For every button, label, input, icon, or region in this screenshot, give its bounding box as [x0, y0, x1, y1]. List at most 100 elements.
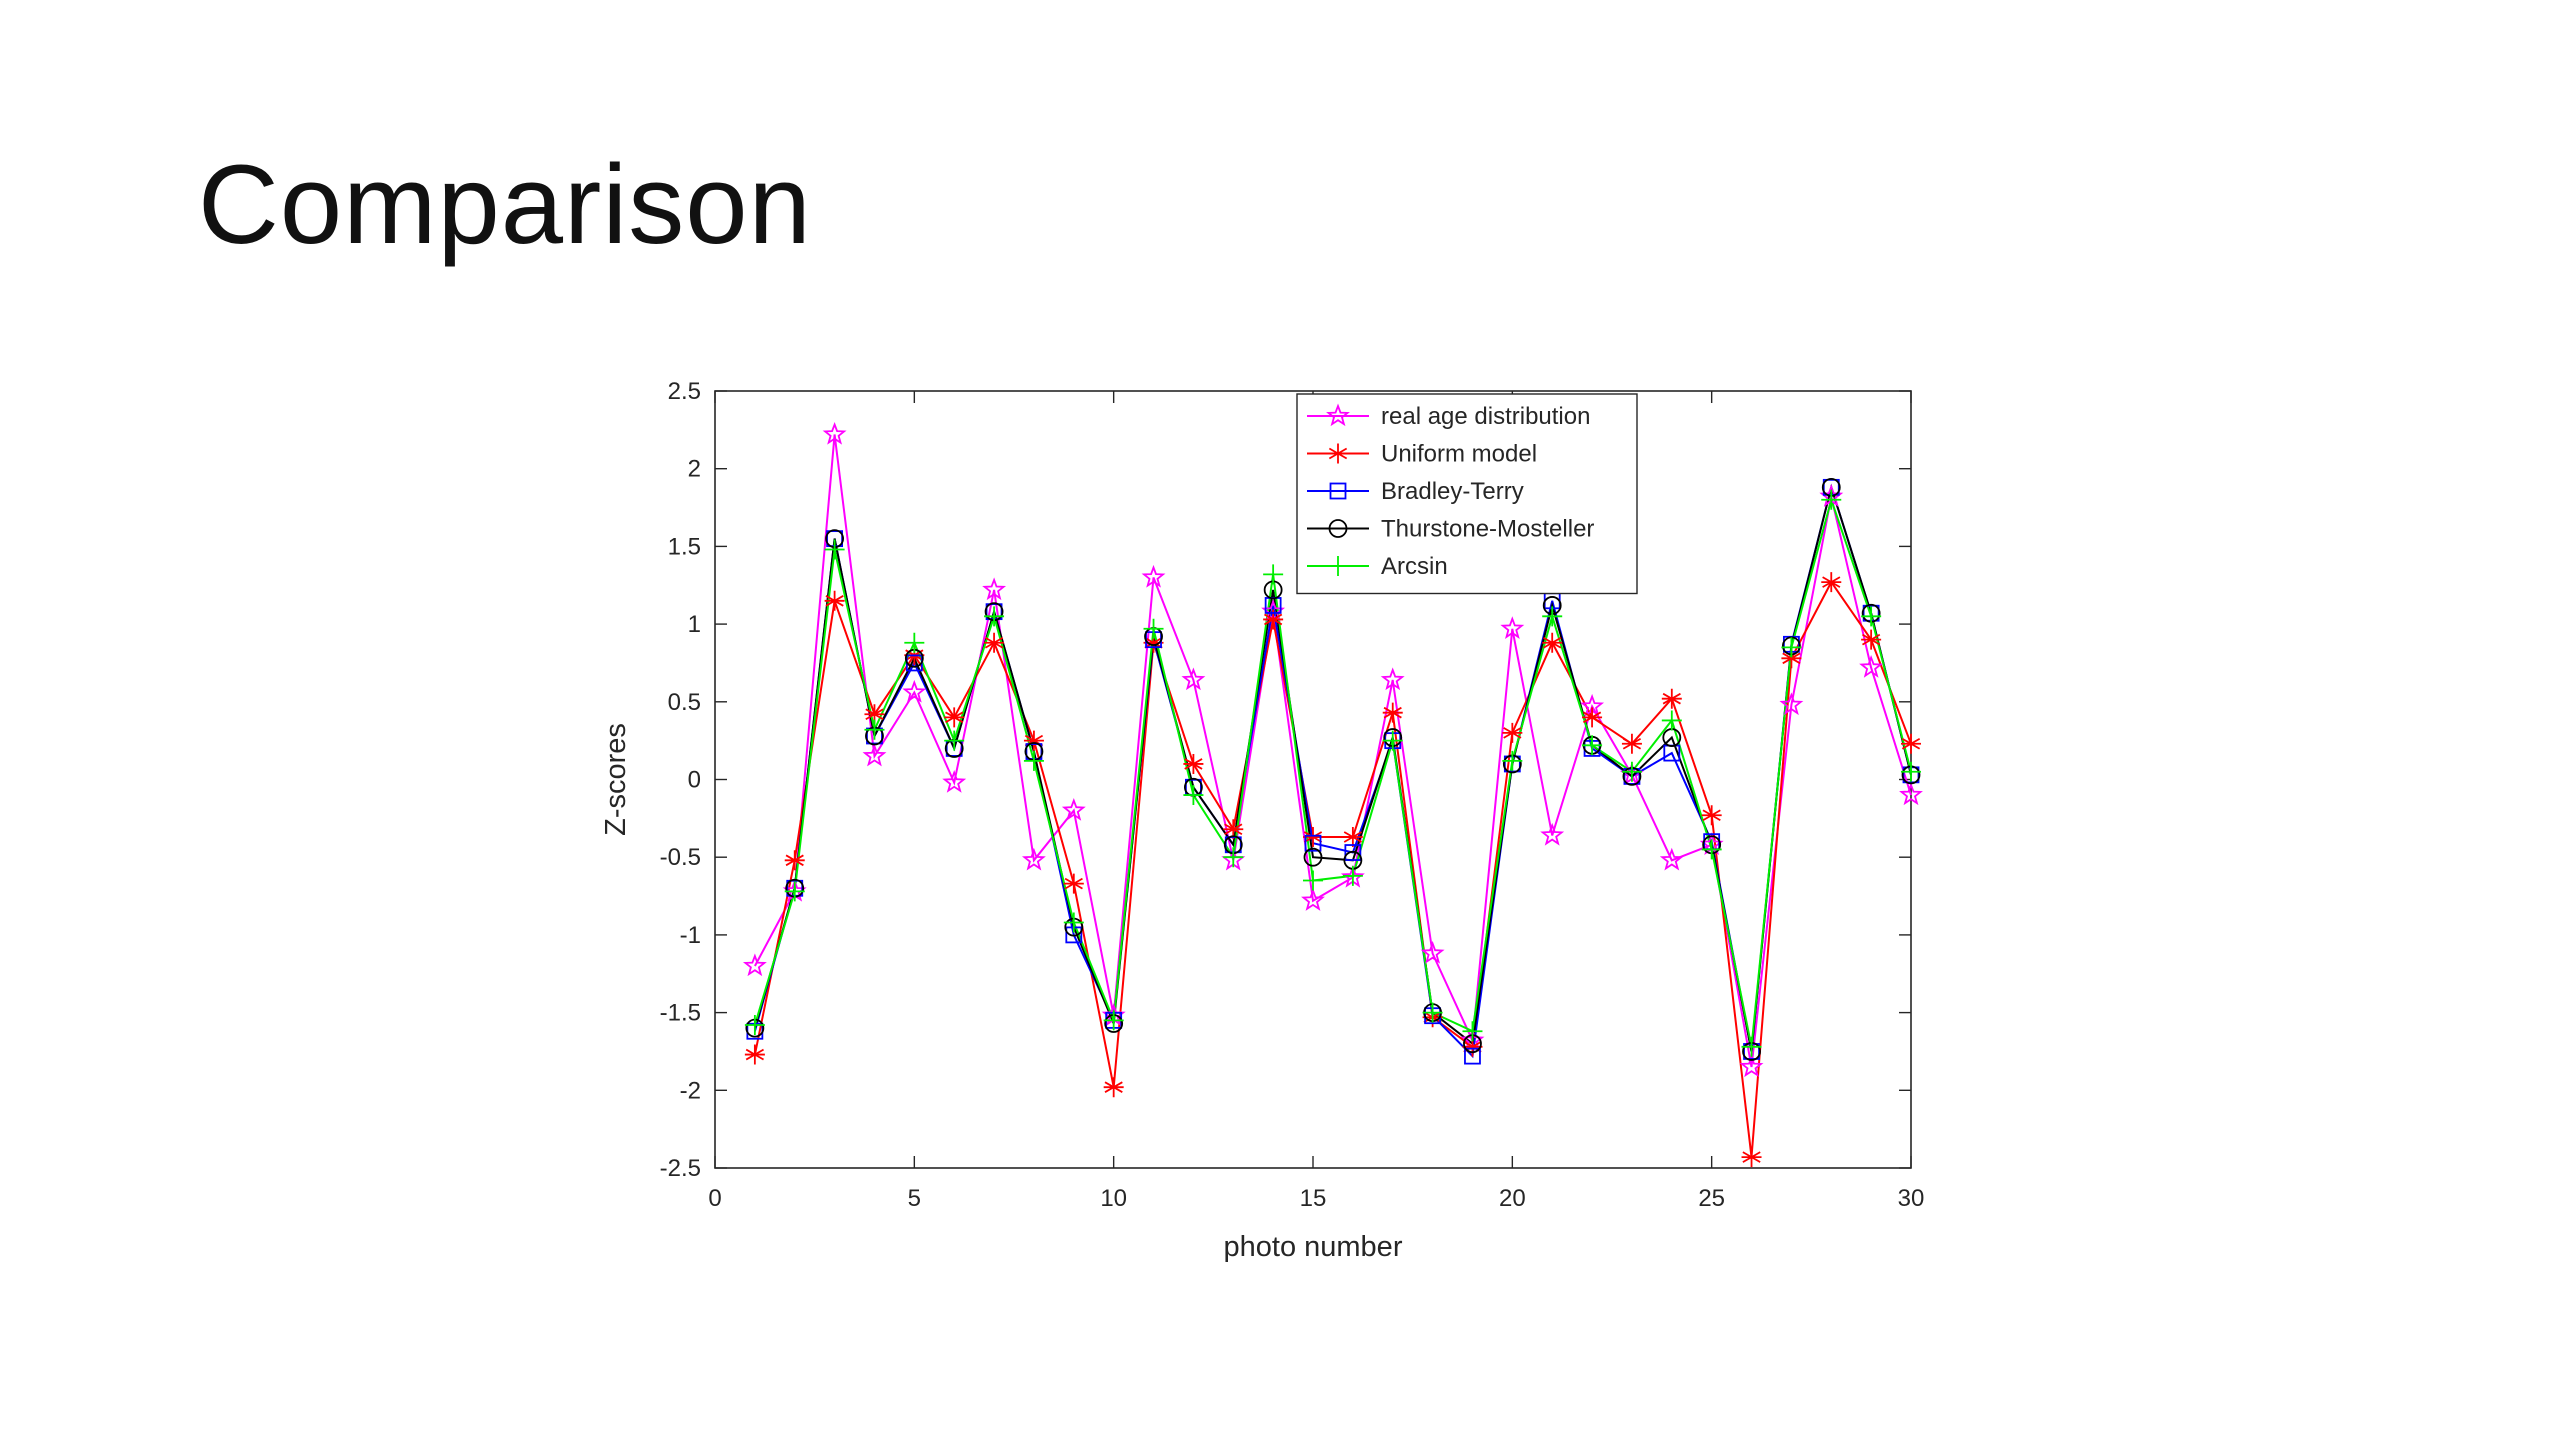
- y-tick-label: 0.5: [668, 689, 701, 716]
- data-point-uniform-model: [1901, 733, 1921, 754]
- legend-label-bradley-terry: Bradley-Terry: [1381, 478, 1524, 505]
- data-point-uniform-model: [1821, 572, 1842, 593]
- y-tick-label: -1: [680, 922, 701, 949]
- data-point-arcsin: [1462, 1021, 1483, 1042]
- data-point-real-age-distribution: [1659, 847, 1684, 871]
- data-point-real-age-distribution: [1021, 847, 1046, 871]
- x-tick-label: 5: [908, 1185, 921, 1212]
- data-point-arcsin: [1741, 1036, 1762, 1057]
- data-point-bradley-terry: [1344, 844, 1362, 861]
- x-tick-label: 30: [1898, 1185, 1925, 1212]
- legend-marker-arcsin: [1328, 556, 1348, 576]
- data-point-bradley-terry: [1464, 1047, 1481, 1065]
- legend-box: [1296, 393, 1638, 595]
- data-point-real-age-distribution: [1301, 888, 1325, 911]
- data-point-uniform-model: [1621, 733, 1642, 754]
- data-point-uniform-model: [1263, 609, 1284, 630]
- data-point-arcsin: [1661, 710, 1682, 731]
- data-point-arcsin: [1342, 865, 1363, 886]
- y-tick-label: -2.5: [660, 1155, 701, 1182]
- data-point-uniform-model: [1342, 826, 1363, 847]
- legend-label-uniform-model: Uniform model: [1381, 441, 1537, 468]
- data-point-uniform-model: [984, 632, 1005, 653]
- data-point-uniform-model: [824, 590, 845, 611]
- x-tick-label: 15: [1300, 1185, 1327, 1212]
- data-point-uniform-model: [1183, 753, 1204, 774]
- data-point-arcsin: [1542, 606, 1563, 627]
- y-tick-label: 0: [688, 767, 701, 794]
- data-point-uniform-model: [1502, 722, 1523, 743]
- y-tick-label: -0.5: [660, 844, 701, 871]
- data-point-arcsin: [784, 881, 805, 902]
- data-point-real-age-distribution: [1859, 655, 1884, 678]
- legend-label-arcsin: Arcsin: [1381, 553, 1448, 580]
- data-point-uniform-model: [1861, 629, 1882, 650]
- data-point-arcsin: [1303, 870, 1323, 891]
- data-point-arcsin: [1143, 618, 1164, 639]
- data-point-arcsin: [1502, 750, 1523, 771]
- data-point-real-age-distribution: [1181, 667, 1206, 691]
- data-point-real-age-distribution: [1141, 564, 1166, 588]
- data-point-uniform-model: [1781, 648, 1802, 669]
- data-point-real-age-distribution: [1061, 798, 1086, 821]
- legend-marker-uniform-model: [1328, 443, 1348, 464]
- data-point-arcsin: [1781, 637, 1802, 658]
- data-point-uniform-model: [1023, 730, 1044, 751]
- data-point-arcsin: [1901, 761, 1921, 782]
- data-point-arcsin: [1422, 1002, 1443, 1023]
- data-point-real-age-distribution: [1739, 1054, 1764, 1078]
- data-point-real-age-distribution: [1380, 667, 1405, 691]
- data-point-real-age-distribution: [942, 770, 967, 793]
- data-point-uniform-model: [944, 707, 965, 728]
- data-point-uniform-model: [1303, 826, 1323, 847]
- data-point-arcsin: [944, 730, 965, 751]
- data-point-real-age-distribution: [902, 679, 927, 703]
- data-point-uniform-model: [1701, 805, 1722, 826]
- data-point-uniform-model: [744, 1044, 765, 1065]
- data-point-uniform-model: [1582, 707, 1603, 728]
- data-point-real-age-distribution: [1500, 616, 1525, 639]
- y-axis-label: Z-scores: [600, 723, 632, 836]
- data-point-arcsin: [1701, 839, 1722, 860]
- data-point-arcsin: [1861, 606, 1882, 627]
- data-point-uniform-model: [1223, 819, 1244, 840]
- data-point-uniform-model: [1661, 688, 1682, 709]
- data-point-arcsin: [1183, 785, 1204, 806]
- data-point-uniform-model: [1462, 1036, 1483, 1057]
- data-point-uniform-model: [1382, 702, 1403, 723]
- data-point-real-age-distribution: [1779, 692, 1804, 716]
- data-point-arcsin: [864, 719, 885, 740]
- data-point-uniform-model: [1542, 632, 1563, 653]
- legend-marker-thurstone-mosteller: [1328, 519, 1348, 538]
- data-point-thurstone-mosteller: [1303, 847, 1323, 867]
- series-line-arcsin: [753, 496, 1912, 1047]
- data-point-arcsin: [1023, 750, 1044, 771]
- legend-marker-bradley-terry: [1329, 482, 1347, 500]
- data-point-arcsin: [824, 539, 845, 560]
- y-tick-label: 1: [688, 611, 701, 638]
- y-tick-label: 2.5: [668, 378, 701, 405]
- legend-marker-real-age-distribution: [1326, 403, 1350, 427]
- data-point-uniform-model: [864, 704, 885, 725]
- data-point-uniform-model: [1741, 1147, 1762, 1168]
- data-point-arcsin: [1621, 761, 1642, 782]
- x-tick-label: 10: [1100, 1185, 1127, 1212]
- data-point-arcsin: [744, 1015, 765, 1036]
- data-point-real-age-distribution: [742, 953, 767, 977]
- data-point-bradley-terry: [1304, 834, 1322, 852]
- data-point-arcsin: [1821, 489, 1842, 510]
- data-point-uniform-model: [1103, 1077, 1124, 1098]
- data-point-uniform-model: [784, 850, 805, 871]
- slide-title: Comparison: [198, 142, 812, 267]
- x-axis-label: photo number: [1224, 1231, 1403, 1263]
- data-point-real-age-distribution: [1899, 782, 1923, 806]
- data-point-arcsin: [1382, 730, 1403, 751]
- data-point-arcsin: [984, 606, 1005, 627]
- x-tick-label: 20: [1499, 1185, 1526, 1212]
- data-point-real-age-distribution: [982, 577, 1007, 601]
- data-point-real-age-distribution: [1540, 822, 1565, 846]
- data-point-arcsin: [1063, 912, 1084, 933]
- x-tick-label: 25: [1698, 1185, 1725, 1212]
